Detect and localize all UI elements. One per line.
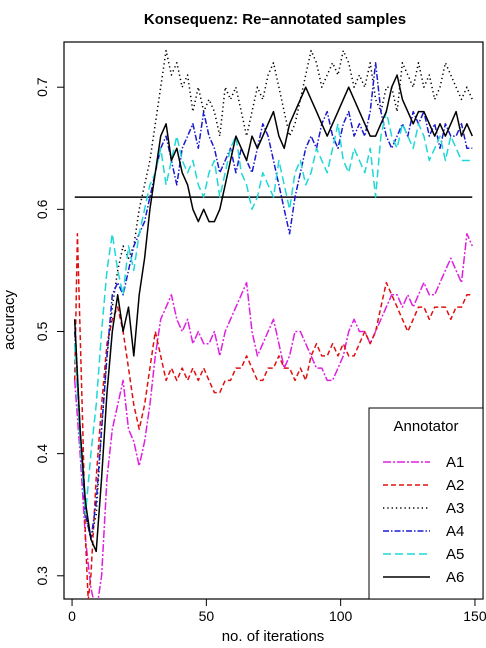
legend-label-a4: A4 [446, 523, 464, 540]
legend-label-a2: A2 [446, 477, 464, 494]
y-tick-label: 0.5 [34, 322, 50, 342]
series-line-a1 [73, 233, 473, 599]
legend: Annotator A1 A2 A3 A4 A5 A6 [368, 407, 484, 600]
legend-label-a6: A6 [446, 569, 464, 586]
x-axis-label: no. of iterations [222, 628, 325, 645]
y-tick-label: 0.7 [34, 77, 50, 97]
series-line-a2 [73, 233, 473, 599]
x-tick-label: 100 [329, 608, 353, 624]
plot-frame [63, 41, 484, 600]
x-tick-label: 0 [68, 608, 76, 624]
y-tick-label: 0.6 [34, 199, 50, 219]
series-line-a6 [73, 74, 473, 553]
legend-label-a3: A3 [446, 500, 464, 517]
y-axis-label: accuracy [1, 289, 18, 350]
x-tick-label: 50 [199, 608, 215, 624]
x-tick-label: 150 [463, 608, 486, 624]
legend-box [368, 407, 484, 600]
y-axis: 0.3 0.4 0.5 0.6 0.7 [34, 77, 64, 586]
legend-label-a5: A5 [446, 546, 464, 563]
series-line-a5 [73, 110, 473, 516]
legend-title: Annotator [393, 418, 458, 435]
series-line-a3 [73, 49, 473, 540]
series-group [73, 49, 473, 599]
y-tick-label: 0.3 [34, 566, 50, 586]
chart-title: Konsequenz: Re−annotated samples [144, 11, 406, 28]
y-tick-label: 0.4 [34, 444, 50, 464]
legend-label-a1: A1 [446, 454, 464, 471]
x-axis: 0 50 100 150 [68, 599, 486, 624]
